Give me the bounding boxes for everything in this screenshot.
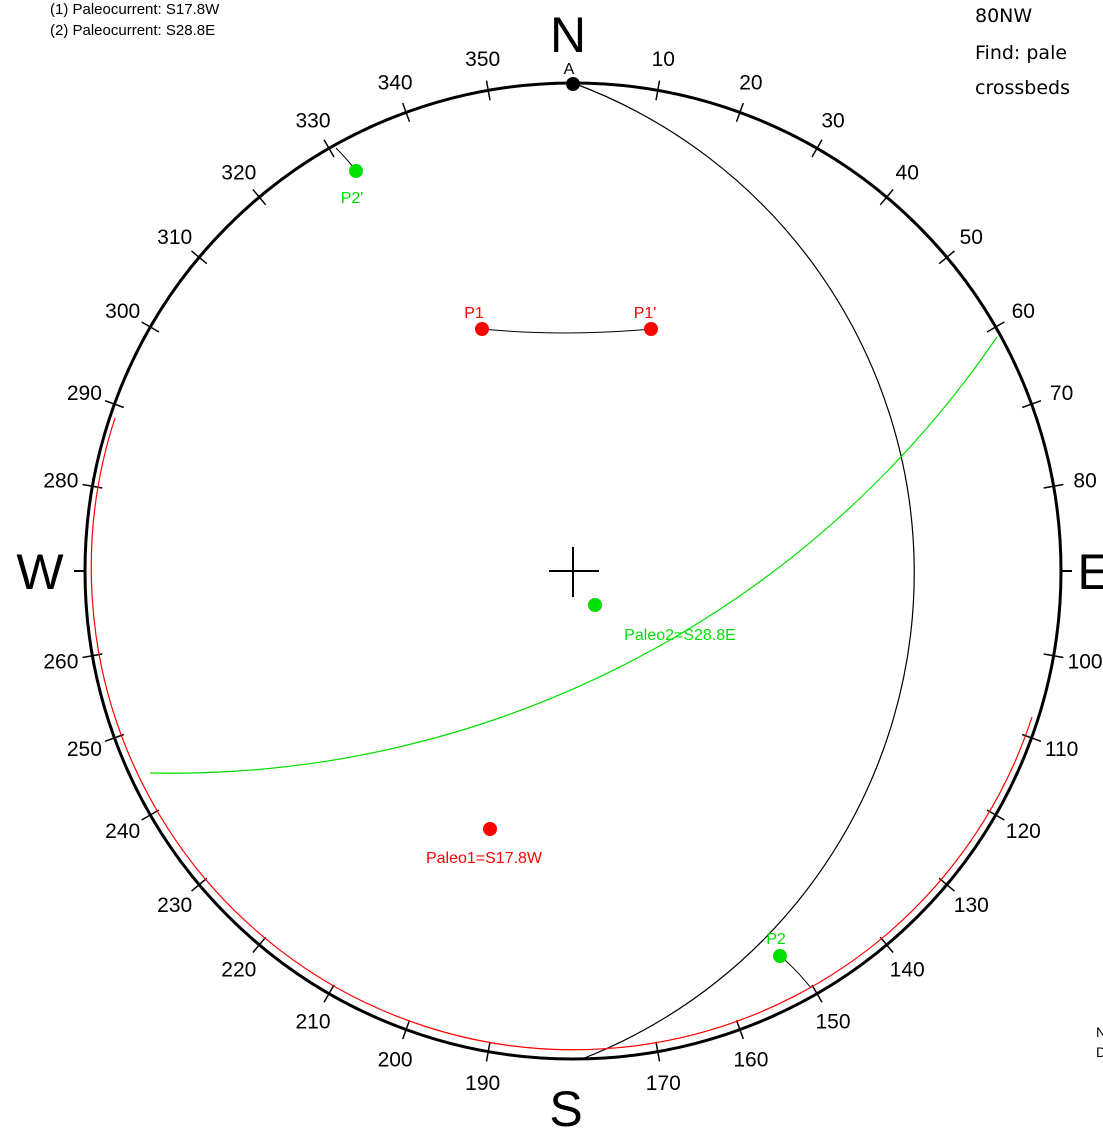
tick-label-170: 170 xyxy=(646,1072,681,1095)
tick-label-200: 200 xyxy=(378,1049,413,1072)
crossbed1-great-circle xyxy=(90,417,1033,1051)
point-a-label: A xyxy=(564,61,575,78)
tick-label-130: 130 xyxy=(954,894,989,917)
tick-label-40: 40 xyxy=(896,162,919,185)
tick-label-300: 300 xyxy=(105,300,140,323)
tick-label-80: 80 xyxy=(1073,470,1096,493)
point-a xyxy=(566,77,580,91)
point-p1-label: P1 xyxy=(464,305,484,322)
tick-label-310: 310 xyxy=(157,226,192,249)
tick-label-210: 210 xyxy=(295,1010,330,1033)
tick-label-350: 350 xyxy=(465,48,500,71)
tick-label-120: 120 xyxy=(1006,820,1041,843)
corner-text-2: D xyxy=(1096,1044,1103,1060)
tick-label-100: 100 xyxy=(1068,650,1103,673)
tick-label-140: 140 xyxy=(890,958,925,981)
tick-label-70: 70 xyxy=(1050,382,1073,405)
point-p2 xyxy=(773,949,787,963)
tick-label-110: 110 xyxy=(1045,738,1078,761)
note-line-3: crossbeds xyxy=(975,77,1070,99)
point-paleo1-label: Paleo1=S17.8W xyxy=(426,850,543,867)
point-paleo2 xyxy=(588,598,602,612)
tick-label-220: 220 xyxy=(221,958,256,981)
point-p2-prime xyxy=(349,164,363,178)
p1-rotation-arc xyxy=(481,328,652,334)
degree-tick-labels: 10 20 30 40 50 60 70 80 100 110 120 130 140 150 160 170… xyxy=(43,48,1102,1095)
south-label: S xyxy=(549,1081,582,1130)
crossbed2-great-circle xyxy=(149,336,998,774)
tick-label-240: 240 xyxy=(105,820,140,843)
tick-label-190: 190 xyxy=(465,1072,500,1095)
tick-label-150: 150 xyxy=(815,1010,850,1033)
tick-label-30: 30 xyxy=(821,110,844,133)
tick-label-340: 340 xyxy=(378,71,413,94)
east-label: E xyxy=(1077,544,1103,600)
note-line-1: 80NW xyxy=(975,5,1033,27)
tick-label-60: 60 xyxy=(1012,300,1035,323)
point-p1 xyxy=(475,322,489,336)
legend-line-2: (2) Paleocurrent: S28.8E xyxy=(50,22,216,39)
point-p2-label: P2 xyxy=(766,931,786,948)
tick-label-50: 50 xyxy=(960,226,983,249)
tick-label-330: 330 xyxy=(295,110,330,133)
west-label: W xyxy=(16,544,64,600)
tick-label-20: 20 xyxy=(739,71,762,94)
point-p2-prime-label: P2' xyxy=(341,190,364,207)
legend-line-1: (1) Paleocurrent: S17.8W xyxy=(50,1,220,18)
tick-label-230: 230 xyxy=(157,894,192,917)
point-paleo2-label: Paleo2=S28.8E xyxy=(624,627,736,644)
tick-label-290: 290 xyxy=(67,382,102,405)
note-line-2: Find: pale xyxy=(975,42,1068,64)
tick-label-250: 250 xyxy=(67,738,102,761)
tick-label-280: 280 xyxy=(43,470,78,493)
corner-text-1: N xyxy=(1096,1024,1103,1040)
tick-label-320: 320 xyxy=(221,162,256,185)
point-paleo1 xyxy=(483,822,497,836)
tick-label-260: 260 xyxy=(43,650,78,673)
north-label: N xyxy=(550,7,586,63)
bedding-great-circle xyxy=(572,82,915,1060)
tick-label-160: 160 xyxy=(733,1049,768,1072)
point-p1-prime xyxy=(644,322,658,336)
point-p1-prime-label: P1' xyxy=(634,305,657,322)
tick-label-10: 10 xyxy=(652,48,675,71)
